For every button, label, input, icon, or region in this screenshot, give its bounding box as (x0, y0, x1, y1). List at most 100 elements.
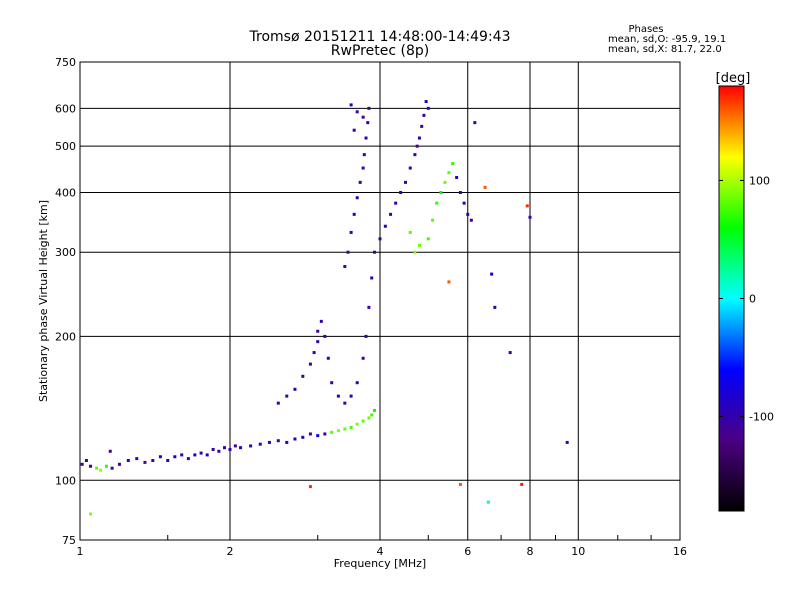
data-point (361, 115, 365, 119)
data-point (355, 196, 359, 200)
colorbar-ticks: 100 0 -100 (719, 174, 774, 424)
data-point (508, 351, 512, 355)
data-point (352, 212, 356, 216)
data-point (233, 444, 237, 448)
data-point (355, 110, 359, 114)
data-point (326, 356, 330, 360)
data-points (80, 100, 569, 516)
x-tick-label: 16 (673, 545, 687, 558)
x-tick-label: 8 (527, 545, 534, 558)
data-point (312, 351, 316, 355)
x-tick-label: 4 (377, 545, 384, 558)
data-point (330, 430, 334, 434)
y-tick-label: 500 (55, 140, 76, 153)
y-tick-label: 400 (55, 186, 76, 199)
data-point (389, 212, 393, 216)
data-point (258, 442, 262, 446)
data-point (408, 166, 412, 170)
data-point (458, 482, 462, 486)
data-point (319, 319, 323, 323)
data-point (349, 230, 353, 234)
data-point (361, 166, 365, 170)
data-point (349, 103, 353, 107)
data-point (126, 458, 130, 462)
data-point (173, 455, 177, 459)
data-point (394, 201, 398, 205)
data-point (520, 482, 524, 486)
y-tick-label: 75 (62, 534, 76, 547)
stats-line-o: mean, sd,O: -95.9, 19.1 (608, 34, 726, 45)
data-point (343, 401, 347, 405)
data-point (301, 374, 305, 378)
data-point (293, 437, 297, 441)
stats-heading: Phases (628, 24, 663, 35)
data-point (343, 427, 347, 431)
data-point (367, 305, 371, 309)
colorbar-tick-label: 0 (749, 293, 756, 306)
data-point (336, 394, 340, 398)
data-point (528, 215, 532, 219)
chart-title: Tromsø 20151211 14:48:00-14:49:43 (249, 29, 511, 45)
data-point (99, 468, 103, 472)
data-point (426, 106, 430, 110)
data-point (308, 362, 312, 366)
data-point (95, 466, 99, 470)
y-tick-label: 600 (55, 102, 76, 115)
data-point (361, 419, 365, 423)
data-point (451, 161, 455, 165)
y-tick-label: 100 (55, 474, 76, 487)
data-point (166, 458, 170, 462)
data-point (364, 136, 368, 140)
data-point (293, 387, 297, 391)
data-point (370, 276, 374, 280)
data-point (117, 462, 121, 466)
data-point (301, 435, 305, 439)
data-point (367, 106, 371, 110)
data-point (239, 446, 243, 450)
data-point (458, 190, 462, 194)
data-point (483, 185, 487, 189)
data-point (370, 413, 374, 417)
data-point (330, 381, 334, 385)
data-point (424, 100, 428, 104)
data-point (364, 334, 368, 338)
data-point (422, 113, 426, 117)
data-point (323, 334, 327, 338)
data-point (180, 453, 184, 457)
data-point (285, 394, 289, 398)
data-point (525, 204, 529, 208)
data-point (466, 212, 470, 216)
data-point (417, 243, 421, 247)
grid-lines (80, 62, 680, 540)
data-point (378, 237, 382, 241)
data-point (308, 432, 312, 436)
data-point (352, 128, 356, 132)
data-point (316, 434, 320, 438)
data-point (493, 305, 497, 309)
data-point (355, 381, 359, 385)
data-point (110, 466, 114, 470)
data-point (135, 457, 139, 461)
data-point (366, 121, 370, 125)
data-point (383, 224, 387, 228)
data-point (343, 265, 347, 269)
y-axis-label: Stationary phase Virtual Height [km] (37, 200, 50, 402)
data-point (80, 462, 84, 466)
data-point (223, 446, 227, 450)
data-point (373, 408, 377, 412)
data-point (447, 171, 451, 175)
data-point (435, 201, 439, 205)
data-point (323, 432, 327, 436)
data-point (431, 218, 435, 222)
data-point (84, 458, 88, 462)
data-point (420, 124, 424, 128)
data-point (413, 153, 417, 157)
data-point (316, 329, 320, 333)
data-point (276, 401, 280, 405)
data-point (104, 464, 108, 468)
data-point (565, 440, 569, 444)
x-axis-label: Frequency [MHz] (334, 557, 426, 570)
data-point (415, 144, 419, 148)
data-point (308, 485, 312, 489)
